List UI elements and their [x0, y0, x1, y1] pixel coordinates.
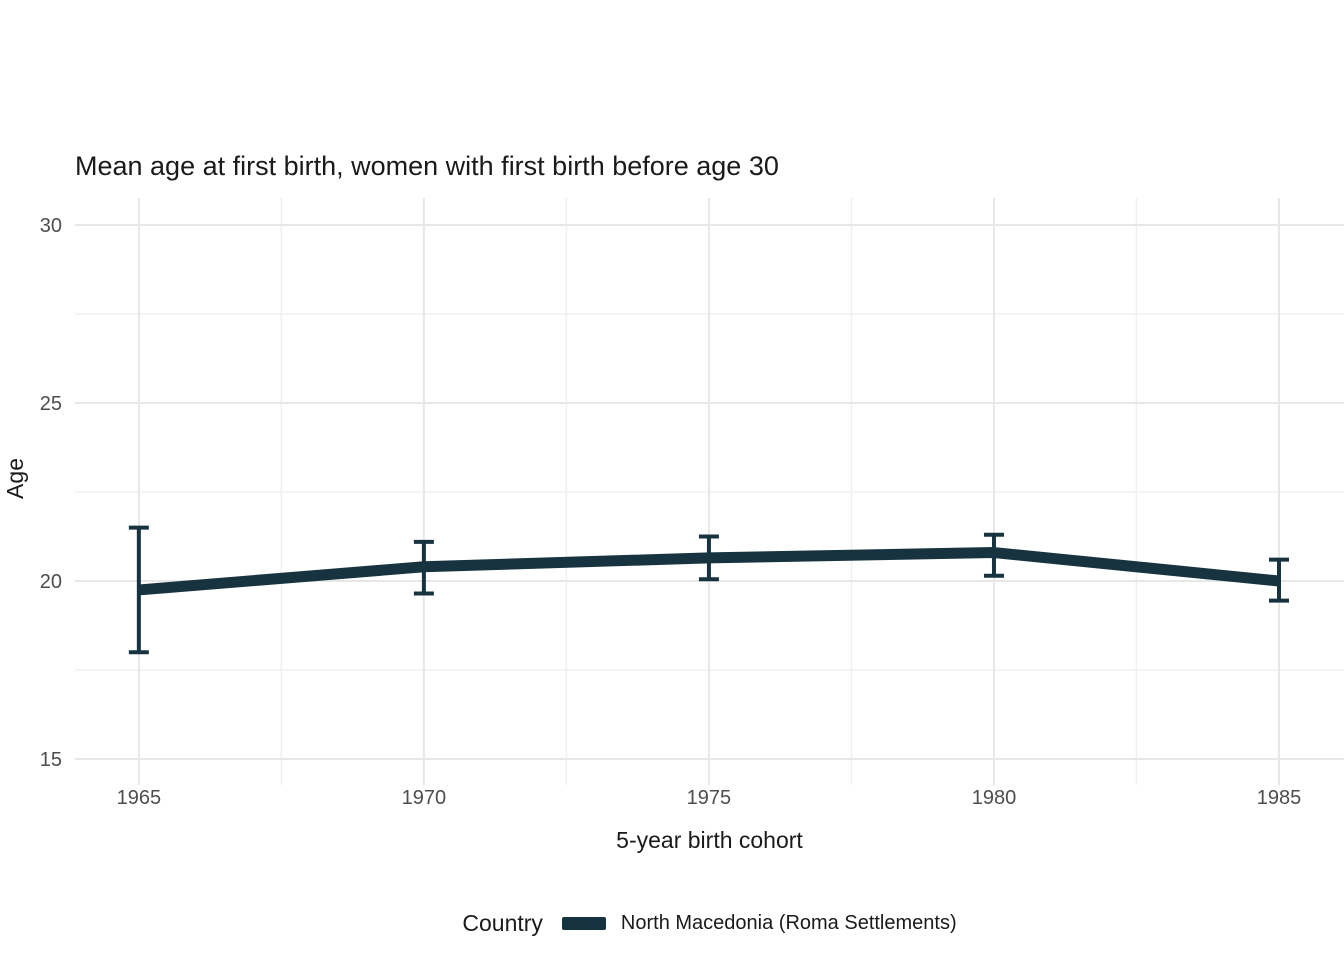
x-tick-label: 1980 [972, 787, 1017, 809]
chart-title: Mean age at first birth, women with firs… [75, 151, 779, 181]
x-tick-label: 1975 [687, 787, 732, 809]
y-tick-label: 30 [40, 215, 62, 237]
y-axis-title: Age [2, 458, 28, 499]
x-tick-label: 1965 [117, 787, 162, 809]
y-tick-label: 15 [40, 749, 62, 771]
series-line [138, 547, 1280, 596]
legend-swatch [561, 916, 606, 930]
x-tick-label: 1970 [402, 787, 447, 809]
x-tick-label: 1985 [1257, 787, 1302, 809]
x-axis-title: 5-year birth cohort [616, 827, 803, 853]
legend-series-label: North Macedonia (Roma Settlements) [620, 911, 957, 934]
legend: Country North Macedonia (Roma Settlement… [75, 905, 1344, 941]
y-tick-label: 25 [40, 393, 62, 415]
legend-title: Country [462, 909, 543, 936]
y-tick-label: 20 [40, 571, 62, 593]
